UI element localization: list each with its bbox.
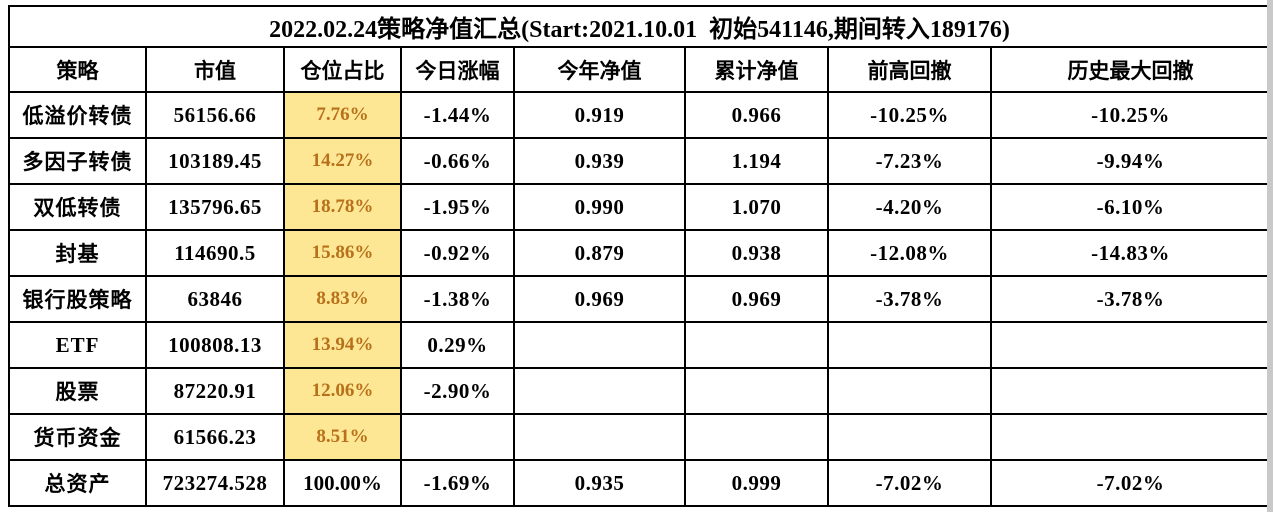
- strategy-summary-table: 2022.02.24策略净值汇总(Start:2021.10.01 初始5411…: [8, 5, 1271, 507]
- table-cell[interactable]: 0.939: [515, 139, 686, 185]
- window-edge: [1267, 0, 1273, 512]
- table-cell[interactable]: 0.990: [515, 185, 686, 231]
- table-cell[interactable]: [686, 415, 829, 461]
- table-cell[interactable]: [515, 369, 686, 415]
- table-cell[interactable]: -9.94%: [992, 139, 1269, 185]
- table-cell[interactable]: -10.25%: [992, 93, 1269, 139]
- table-cell[interactable]: [515, 415, 686, 461]
- table-title-cell[interactable]: 2022.02.24策略净值汇总(Start:2021.10.01 初始5411…: [10, 7, 1269, 48]
- table-cell[interactable]: -3.78%: [992, 277, 1269, 323]
- col-header-drawdown[interactable]: 前高回撤: [829, 48, 992, 93]
- table-cell[interactable]: 100.00%: [285, 461, 402, 505]
- table-cell[interactable]: -7.02%: [992, 461, 1269, 505]
- table-cell[interactable]: [402, 415, 515, 461]
- table-cell[interactable]: 0.935: [515, 461, 686, 505]
- table-cell[interactable]: 0.879: [515, 231, 686, 277]
- table-cell[interactable]: 8.83%: [285, 277, 402, 323]
- table-cell[interactable]: -4.20%: [829, 185, 992, 231]
- table-cell[interactable]: 低溢价转债: [10, 93, 147, 139]
- table-cell[interactable]: 135796.65: [147, 185, 285, 231]
- table-cell[interactable]: [686, 369, 829, 415]
- table-cell[interactable]: 0.969: [686, 277, 829, 323]
- table-cell[interactable]: 87220.91: [147, 369, 285, 415]
- table-grid: 策略 市值 仓位占比 今日涨幅 今年净值 累计净值 前高回撤 历史最大回撤 低溢…: [10, 48, 1269, 505]
- table-cell[interactable]: -10.25%: [829, 93, 992, 139]
- table-cell[interactable]: 12.06%: [285, 369, 402, 415]
- table-cell[interactable]: -0.92%: [402, 231, 515, 277]
- table-cell[interactable]: 双低转债: [10, 185, 147, 231]
- table-cell[interactable]: ETF: [10, 323, 147, 369]
- table-cell[interactable]: 0.969: [515, 277, 686, 323]
- table-cell[interactable]: [992, 415, 1269, 461]
- table-cell[interactable]: 多因子转债: [10, 139, 147, 185]
- table-cell[interactable]: -7.02%: [829, 461, 992, 505]
- table-cell[interactable]: -1.69%: [402, 461, 515, 505]
- table-cell[interactable]: -7.23%: [829, 139, 992, 185]
- table-cell[interactable]: [992, 369, 1269, 415]
- table-cell[interactable]: [829, 415, 992, 461]
- table-cell[interactable]: [829, 323, 992, 369]
- table-cell[interactable]: 7.76%: [285, 93, 402, 139]
- table-cell[interactable]: 723274.528: [147, 461, 285, 505]
- table-cell[interactable]: 0.938: [686, 231, 829, 277]
- table-cell[interactable]: [992, 323, 1269, 369]
- col-header-cum-nav[interactable]: 累计净值: [686, 48, 829, 93]
- table-cell[interactable]: 61566.23: [147, 415, 285, 461]
- col-header-max-drawdown[interactable]: 历史最大回撤: [992, 48, 1269, 93]
- table-cell[interactable]: 1.194: [686, 139, 829, 185]
- table-cell[interactable]: -3.78%: [829, 277, 992, 323]
- table-cell[interactable]: 63846: [147, 277, 285, 323]
- table-cell[interactable]: 1.070: [686, 185, 829, 231]
- col-header-position-pct[interactable]: 仓位占比: [285, 48, 402, 93]
- table-cell[interactable]: -12.08%: [829, 231, 992, 277]
- table-cell[interactable]: -6.10%: [992, 185, 1269, 231]
- table-cell[interactable]: 56156.66: [147, 93, 285, 139]
- table-cell[interactable]: [515, 323, 686, 369]
- table-cell[interactable]: 0.966: [686, 93, 829, 139]
- table-cell[interactable]: 8.51%: [285, 415, 402, 461]
- col-header-today-change[interactable]: 今日涨幅: [402, 48, 515, 93]
- table-cell[interactable]: 封基: [10, 231, 147, 277]
- table-cell[interactable]: [686, 323, 829, 369]
- table-cell[interactable]: -14.83%: [992, 231, 1269, 277]
- table-cell[interactable]: 0.919: [515, 93, 686, 139]
- table-cell[interactable]: -2.90%: [402, 369, 515, 415]
- col-header-strategy[interactable]: 策略: [10, 48, 147, 93]
- table-cell[interactable]: 114690.5: [147, 231, 285, 277]
- table-cell[interactable]: 货币资金: [10, 415, 147, 461]
- table-cell[interactable]: 103189.45: [147, 139, 285, 185]
- table-cell[interactable]: -0.66%: [402, 139, 515, 185]
- table-cell[interactable]: 18.78%: [285, 185, 402, 231]
- col-header-market-value[interactable]: 市值: [147, 48, 285, 93]
- table-cell[interactable]: 股票: [10, 369, 147, 415]
- table-cell[interactable]: 总资产: [10, 461, 147, 505]
- table-cell[interactable]: 0.999: [686, 461, 829, 505]
- table-cell[interactable]: 13.94%: [285, 323, 402, 369]
- table-cell[interactable]: 银行股策略: [10, 277, 147, 323]
- table-cell[interactable]: -1.95%: [402, 185, 515, 231]
- table-cell[interactable]: -1.38%: [402, 277, 515, 323]
- table-cell[interactable]: 15.86%: [285, 231, 402, 277]
- table-cell[interactable]: 100808.13: [147, 323, 285, 369]
- table-cell[interactable]: -1.44%: [402, 93, 515, 139]
- col-header-ytd-nav[interactable]: 今年净值: [515, 48, 686, 93]
- table-cell[interactable]: 14.27%: [285, 139, 402, 185]
- table-cell[interactable]: [829, 369, 992, 415]
- table-cell[interactable]: 0.29%: [402, 323, 515, 369]
